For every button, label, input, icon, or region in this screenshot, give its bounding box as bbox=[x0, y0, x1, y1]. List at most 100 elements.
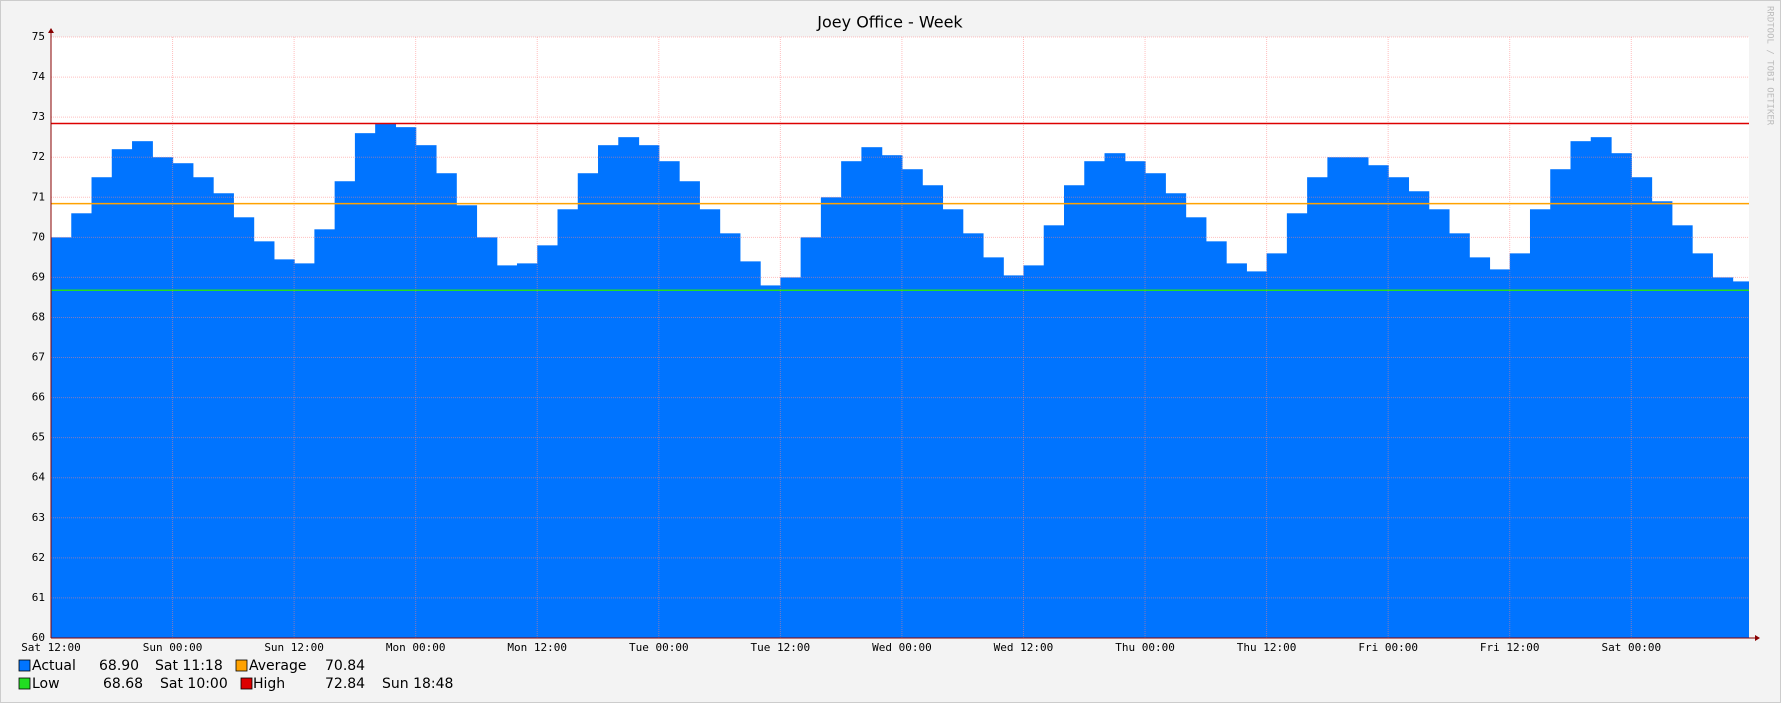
area-column bbox=[1469, 257, 1491, 638]
area-column bbox=[922, 185, 944, 638]
area-column bbox=[1124, 161, 1146, 638]
x-tick-label: Thu 00:00 bbox=[1115, 641, 1175, 654]
area-column bbox=[1671, 225, 1693, 638]
area-column bbox=[1205, 241, 1227, 638]
area-column bbox=[1651, 201, 1673, 639]
area-column bbox=[1367, 165, 1389, 639]
area-column bbox=[334, 181, 356, 639]
area-column bbox=[1570, 141, 1592, 638]
legend-text: Low bbox=[32, 676, 60, 692]
x-tick-label: Wed 12:00 bbox=[994, 641, 1054, 654]
y-tick-label: 68 bbox=[32, 310, 45, 323]
area-column bbox=[1185, 217, 1207, 639]
area-column bbox=[354, 133, 376, 638]
area-column bbox=[577, 173, 599, 638]
area-column bbox=[192, 177, 214, 638]
area-column bbox=[1428, 209, 1450, 638]
legend-swatch bbox=[240, 677, 253, 690]
area-column bbox=[1692, 253, 1713, 639]
x-tick-label: Fri 12:00 bbox=[1480, 641, 1540, 654]
area-column bbox=[1408, 191, 1430, 639]
x-tick-label: Sat 12:00 bbox=[21, 641, 81, 654]
y-tick-label: 67 bbox=[32, 351, 45, 364]
area-column bbox=[962, 233, 984, 638]
area-column bbox=[1003, 275, 1025, 638]
area-column bbox=[982, 257, 1004, 638]
x-tick-label: Fri 00:00 bbox=[1358, 641, 1418, 654]
area-column bbox=[1732, 281, 1749, 638]
x-tick-label: Mon 00:00 bbox=[386, 641, 446, 654]
area-column bbox=[760, 285, 781, 638]
area-column bbox=[658, 161, 680, 638]
area-column bbox=[739, 261, 761, 638]
area-column bbox=[1064, 185, 1085, 638]
area-column bbox=[1145, 173, 1166, 638]
x-tick-label: Thu 12:00 bbox=[1237, 641, 1297, 654]
legend-text: Average bbox=[249, 658, 307, 674]
y-tick-label: 63 bbox=[32, 511, 45, 524]
y-tick-label: 74 bbox=[32, 70, 46, 83]
area-column bbox=[1084, 161, 1106, 638]
area-column bbox=[1529, 209, 1551, 638]
area-column bbox=[1448, 233, 1470, 638]
area-column bbox=[557, 209, 579, 638]
legend-text: Sat 10:00 bbox=[160, 676, 228, 692]
x-tick-label: Wed 00:00 bbox=[872, 641, 932, 654]
area-column bbox=[618, 137, 640, 638]
y-tick-label: 69 bbox=[32, 270, 45, 283]
area-column bbox=[1590, 137, 1612, 638]
x-tick-label: Tue 12:00 bbox=[751, 641, 811, 654]
x-tick-label: Mon 12:00 bbox=[507, 641, 567, 654]
area-column bbox=[1509, 253, 1531, 639]
area-column bbox=[476, 237, 498, 639]
legend-swatch bbox=[18, 677, 31, 690]
y-tick-label: 71 bbox=[32, 190, 45, 203]
area-column bbox=[1286, 213, 1308, 638]
area-column bbox=[699, 209, 721, 638]
x-tick-label: Sun 00:00 bbox=[143, 641, 203, 654]
x-tick-label: Tue 00:00 bbox=[629, 641, 689, 654]
legend-text: 68.90 bbox=[99, 658, 139, 674]
area-column bbox=[679, 181, 700, 639]
area-column bbox=[780, 277, 802, 638]
y-tick-label: 65 bbox=[32, 431, 45, 444]
legend-swatch bbox=[235, 659, 248, 672]
area-column bbox=[1043, 225, 1065, 638]
area-column bbox=[91, 177, 113, 638]
legend-text: Actual bbox=[32, 658, 76, 674]
legend-text: 70.84 bbox=[325, 658, 365, 674]
area-column bbox=[415, 145, 437, 638]
area-column bbox=[1307, 177, 1328, 638]
area-column bbox=[253, 241, 275, 638]
area-column bbox=[638, 145, 660, 638]
area-column bbox=[1266, 253, 1288, 639]
area-column bbox=[1246, 271, 1268, 638]
area-column bbox=[132, 141, 153, 638]
area-column bbox=[1712, 277, 1734, 638]
area-column bbox=[1165, 193, 1187, 638]
area-column bbox=[841, 161, 862, 638]
x-tick-label: Sat 00:00 bbox=[1601, 641, 1661, 654]
area-column bbox=[1489, 269, 1511, 638]
area-column bbox=[273, 259, 295, 638]
area-column bbox=[719, 233, 741, 638]
area-column bbox=[71, 213, 93, 638]
y-tick-label: 61 bbox=[32, 591, 45, 604]
area-column bbox=[1388, 177, 1410, 638]
y-tick-label: 60 bbox=[32, 631, 45, 644]
area-column bbox=[881, 155, 903, 639]
area-column bbox=[901, 169, 923, 638]
watermark: RRDTOOL / TOBI OETIKER bbox=[1765, 6, 1775, 126]
area-column bbox=[942, 209, 964, 638]
y-tick-label: 66 bbox=[32, 391, 45, 404]
area-column bbox=[537, 245, 559, 638]
x-tick-label: Sun 12:00 bbox=[264, 641, 324, 654]
area-column bbox=[516, 263, 538, 638]
area-column bbox=[375, 123, 397, 639]
area-column bbox=[496, 265, 518, 638]
y-tick-label: 75 bbox=[32, 30, 45, 43]
area-column bbox=[1104, 153, 1126, 638]
legend-text: High bbox=[253, 676, 285, 692]
